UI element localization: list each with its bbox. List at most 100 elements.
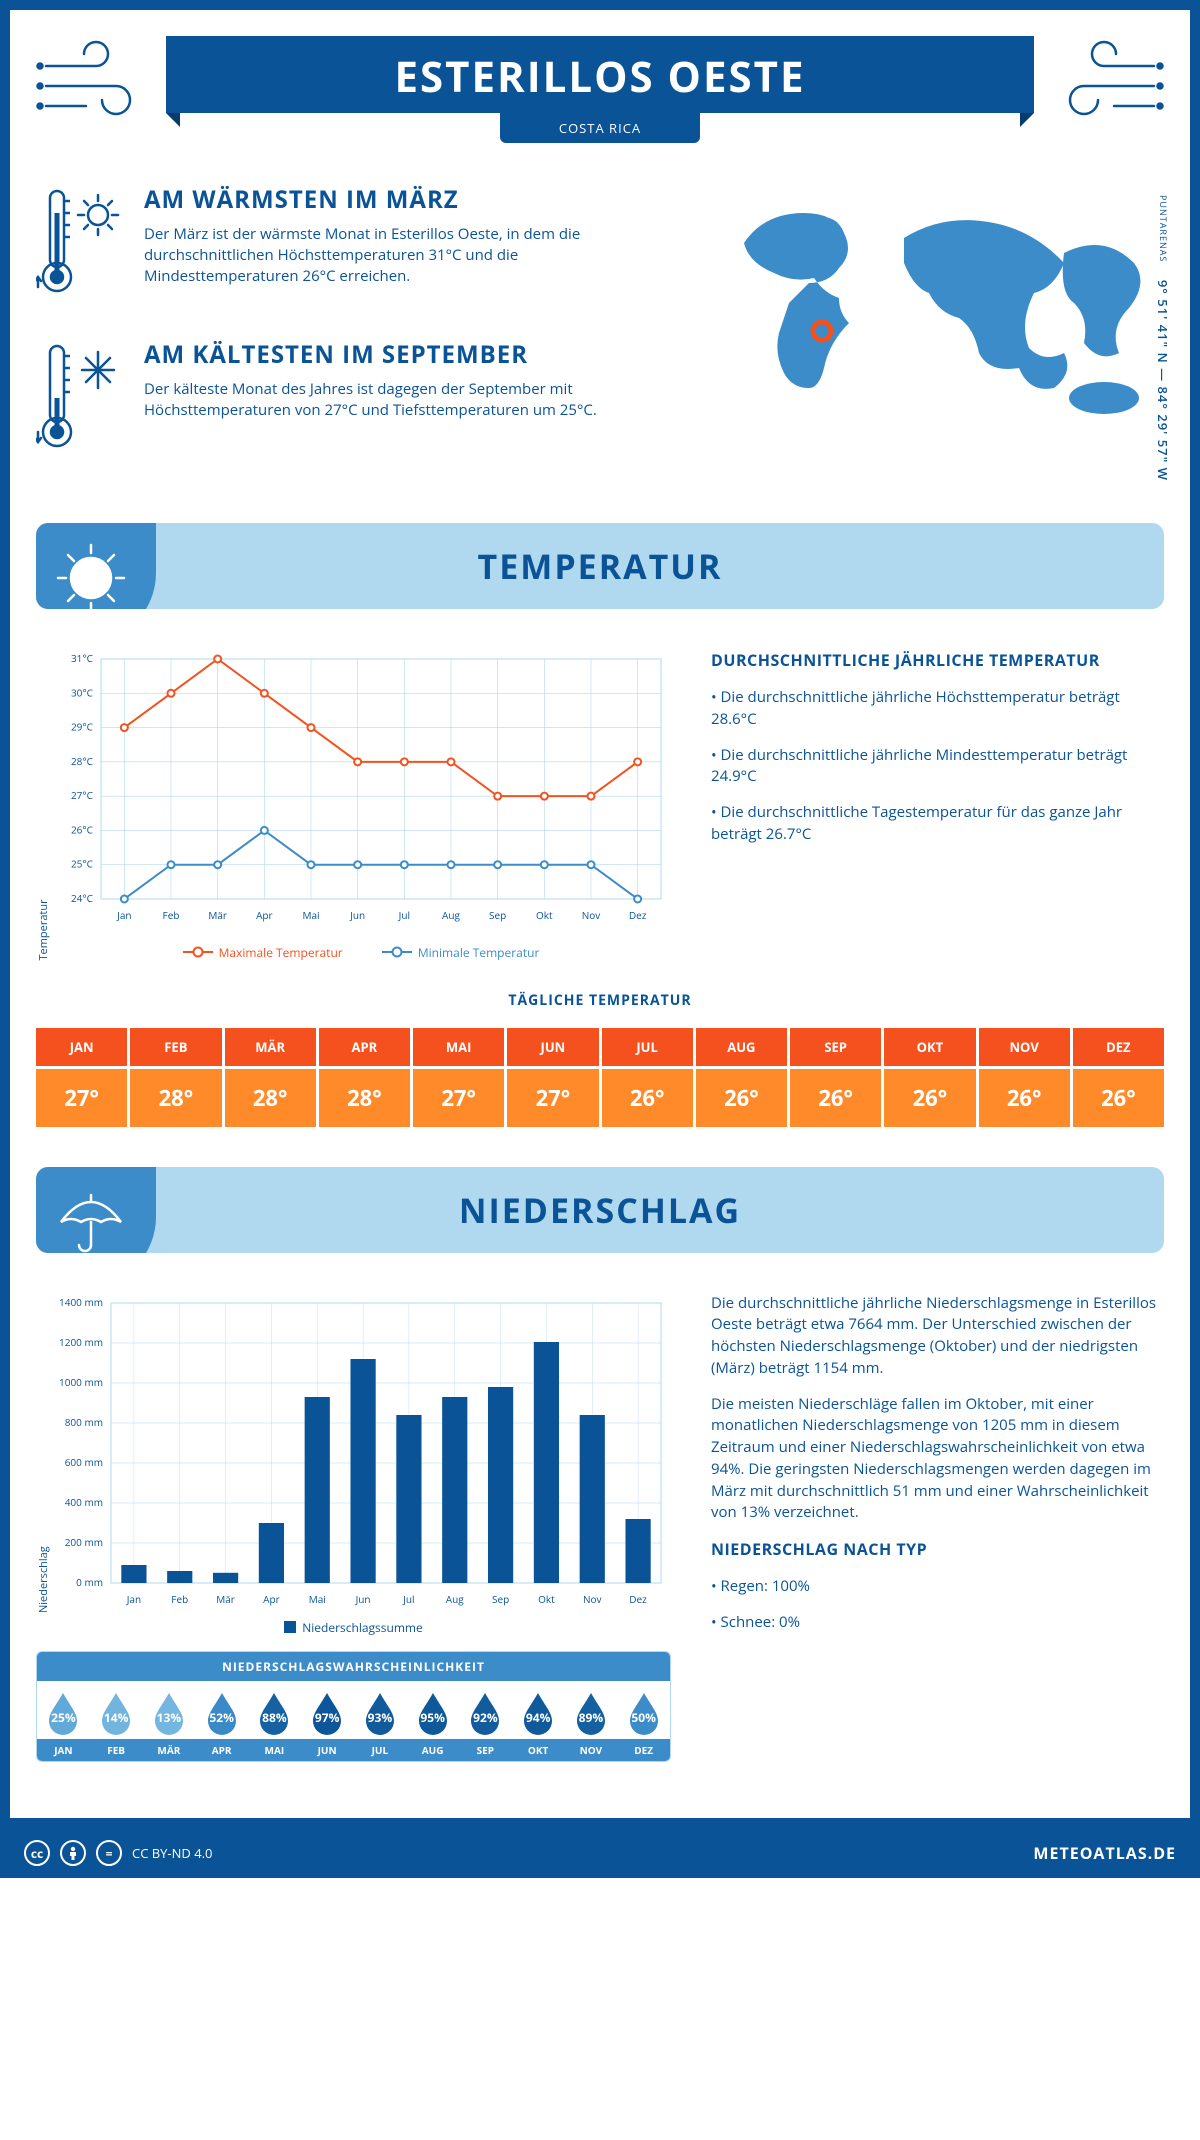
by-icon: [60, 1840, 86, 1866]
rain-paragraph: Die meisten Niederschläge fallen im Okto…: [711, 1394, 1164, 1525]
svg-text:200 mm: 200 mm: [65, 1535, 103, 1549]
temp-y-label: Temperatur: [36, 649, 51, 961]
nd-icon: =: [96, 1840, 122, 1866]
title-band: ESTERILLOS OESTE: [166, 36, 1034, 113]
svg-text:28°C: 28°C: [71, 754, 93, 768]
rain-paragraph: Die durchschnittliche jährliche Niedersc…: [711, 1293, 1164, 1380]
country-label: COSTA RICA: [500, 113, 700, 143]
rain-y-label: Niederschlag: [36, 1293, 51, 1613]
rain-prob-drop: 92%: [459, 1681, 512, 1739]
temp-stats-title: DURCHSCHNITTLICHE JÄHRLICHE TEMPERATUR: [711, 649, 1164, 671]
daily-temp-value: 28°: [225, 1069, 316, 1127]
warmest-block: AM WÄRMSTEN IM MÄRZ Der März ist der wär…: [36, 183, 674, 308]
svg-text:Dez: Dez: [629, 1592, 647, 1606]
sun-icon: [36, 523, 156, 609]
rain-prob-drop: 97%: [301, 1681, 354, 1739]
daily-temp-month: DEZ: [1073, 1028, 1164, 1066]
rain-prob-title: NIEDERSCHLAGSWAHRSCHEINLICHKEIT: [37, 1652, 670, 1681]
daily-temp-value: 26°: [1073, 1069, 1164, 1127]
daily-temp-value: 26°: [790, 1069, 881, 1127]
daily-temp-month: NOV: [979, 1028, 1070, 1066]
rain-prob-drop: 50%: [617, 1681, 670, 1739]
site-label: METEOATLAS.DE: [1033, 1842, 1176, 1864]
svg-text:Mai: Mai: [302, 908, 319, 922]
rain-prob-month: JUL: [354, 1739, 407, 1761]
summary-row: AM WÄRMSTEN IM MÄRZ Der März ist der wär…: [36, 183, 1164, 493]
rain-prob-month: APR: [195, 1739, 248, 1761]
daily-temp-value: 27°: [413, 1069, 504, 1127]
daily-temp-value: 26°: [979, 1069, 1070, 1127]
daily-temp-month: MÄR: [225, 1028, 316, 1066]
warmest-title: AM WÄRMSTEN IM MÄRZ: [144, 183, 674, 216]
svg-text:Nov: Nov: [583, 1592, 602, 1606]
rain-type-item: • Regen: 100%: [711, 1576, 1164, 1598]
page-header: ESTERILLOS OESTE COSTA RICA: [36, 36, 1164, 143]
svg-text:Jun: Jun: [355, 1592, 371, 1606]
rain-heading: NIEDERSCHLAG: [36, 1187, 1164, 1233]
rain-banner: NIEDERSCHLAG: [36, 1167, 1164, 1253]
coldest-block: AM KÄLTESTEN IM SEPTEMBER Der kälteste M…: [36, 338, 674, 463]
svg-text:Jun: Jun: [349, 908, 365, 922]
svg-text:Apr: Apr: [263, 1592, 280, 1606]
svg-text:1400 mm: 1400 mm: [59, 1295, 103, 1309]
rain-prob-month: SEP: [459, 1739, 512, 1761]
temp-stat-item: • Die durchschnittliche jährliche Höchst…: [711, 687, 1164, 731]
rain-prob-month: JAN: [37, 1739, 90, 1761]
temperature-chart-row: Temperatur 24°C25°C26°C27°C28°C29°C30°C3…: [36, 649, 1164, 961]
svg-text:Nov: Nov: [582, 908, 601, 922]
temp-stat-item: • Die durchschnittliche jährliche Mindes…: [711, 745, 1164, 789]
daily-temp-value: 26°: [884, 1069, 975, 1127]
rain-prob-drop: 25%: [37, 1681, 90, 1739]
svg-text:24°C: 24°C: [71, 891, 93, 905]
cc-icon: cc: [24, 1840, 50, 1866]
svg-text:Mai: Mai: [309, 1592, 326, 1606]
thermometer-snow-icon: [36, 338, 126, 463]
rain-prob-drop: 94%: [512, 1681, 565, 1739]
daily-temp-month: APR: [319, 1028, 410, 1066]
svg-text:Mär: Mär: [208, 908, 227, 922]
rain-bar-chart: 0 mm200 mm400 mm600 mm800 mm1000 mm1200 …: [51, 1293, 671, 1613]
svg-text:31°C: 31°C: [71, 651, 93, 665]
rain-prob-drop: 95%: [406, 1681, 459, 1739]
rain-prob-month: FEB: [90, 1739, 143, 1761]
daily-temp-value: 26°: [602, 1069, 693, 1127]
daily-temp-month: JUN: [507, 1028, 598, 1066]
temperature-heading: TEMPERATUR: [36, 543, 1164, 589]
svg-text:600 mm: 600 mm: [65, 1455, 103, 1469]
wind-icon: [36, 36, 156, 126]
rain-prob-month: MAI: [248, 1739, 301, 1761]
svg-text:Jan: Jan: [116, 908, 131, 922]
daily-temp-value: 26°: [696, 1069, 787, 1127]
daily-temp-month: SEP: [790, 1028, 881, 1066]
page-title: ESTERILLOS OESTE: [166, 48, 1034, 105]
svg-text:Okt: Okt: [538, 1592, 555, 1606]
daily-temp-value: 27°: [36, 1069, 127, 1127]
daily-temp-month: AUG: [696, 1028, 787, 1066]
coldest-text: Der kälteste Monat des Jahres ist dagege…: [144, 379, 674, 421]
svg-text:27°C: 27°C: [71, 788, 93, 802]
svg-text:26°C: 26°C: [71, 822, 93, 836]
temperature-line-chart: 24°C25°C26°C27°C28°C29°C30°C31°CJanFebMä…: [51, 649, 671, 929]
umbrella-icon: [36, 1167, 156, 1253]
daily-temp-month: OKT: [884, 1028, 975, 1066]
svg-text:Jul: Jul: [402, 1592, 414, 1606]
temp-stats-list: • Die durchschnittliche jährliche Höchst…: [711, 687, 1164, 846]
daily-temp-month: JAN: [36, 1028, 127, 1066]
rain-prob-drop: 13%: [143, 1681, 196, 1739]
rain-type-list: • Regen: 100% • Schnee: 0%: [711, 1576, 1164, 1634]
license-label: CC BY-ND 4.0: [132, 1844, 212, 1862]
svg-text:Dez: Dez: [629, 908, 647, 922]
rain-probability-strip: NIEDERSCHLAGSWAHRSCHEINLICHKEIT 25%14%13…: [36, 1651, 671, 1762]
daily-temp-month: JUL: [602, 1028, 693, 1066]
daily-temp-value: 28°: [319, 1069, 410, 1127]
rain-prob-drop: 93%: [354, 1681, 407, 1739]
svg-text:800 mm: 800 mm: [65, 1415, 103, 1429]
svg-text:1000 mm: 1000 mm: [59, 1375, 103, 1389]
svg-text:Apr: Apr: [256, 908, 273, 922]
rain-prob-drop: 88%: [248, 1681, 301, 1739]
rain-prob-drop: 89%: [565, 1681, 618, 1739]
svg-text:29°C: 29°C: [71, 720, 93, 734]
svg-text:30°C: 30°C: [71, 685, 93, 699]
rain-type-item: • Schnee: 0%: [711, 1612, 1164, 1634]
rain-prob-month: AUG: [406, 1739, 459, 1761]
